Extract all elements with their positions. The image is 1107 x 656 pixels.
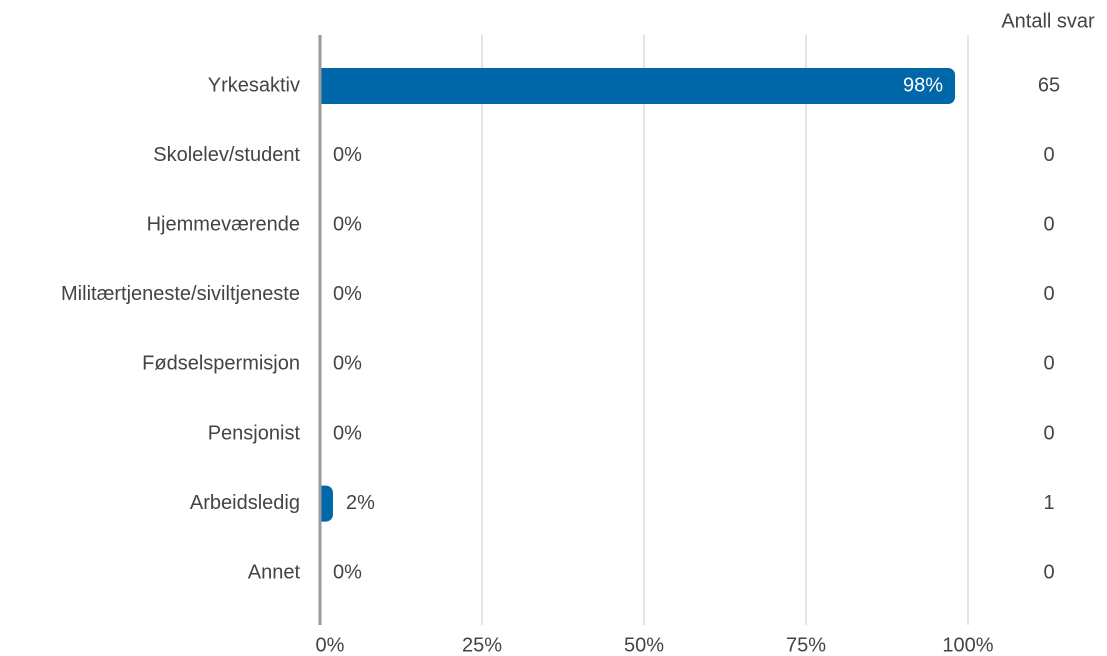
- bar: [320, 485, 333, 522]
- count-label: 0: [1043, 422, 1054, 444]
- y-tick-label: Yrkesaktiv: [208, 74, 300, 96]
- value-label: 0%: [333, 561, 362, 583]
- count-label: 0: [1043, 213, 1054, 235]
- y-tick-label: Annet: [248, 561, 301, 583]
- x-tick-label: 100%: [942, 634, 993, 656]
- count-label: 0: [1043, 144, 1054, 166]
- count-label: 0: [1043, 561, 1054, 583]
- value-label: 0%: [333, 422, 362, 444]
- count-label: 0: [1043, 283, 1054, 305]
- y-tick-label: Skolelev/student: [153, 144, 300, 166]
- x-tick-label: 0%: [316, 634, 345, 656]
- count-label: 1: [1043, 492, 1054, 514]
- value-label: 2%: [346, 492, 375, 514]
- y-tick-label: Arbeidsledig: [190, 492, 300, 514]
- y-tick-label: Militærtjeneste/siviltjeneste: [61, 283, 300, 305]
- value-label: 0%: [333, 144, 362, 166]
- x-tick-label: 75%: [786, 634, 826, 656]
- value-label: 0%: [333, 283, 362, 305]
- bar: [320, 68, 956, 104]
- value-label: 0%: [333, 353, 362, 375]
- y-tick-label: Hjemmeværende: [147, 213, 300, 235]
- value-label: 0%: [333, 213, 362, 235]
- count-label: 0: [1043, 353, 1054, 375]
- y-tick-label: Pensjonist: [208, 422, 301, 444]
- x-tick-label: 50%: [624, 634, 664, 656]
- count-label: 65: [1038, 74, 1060, 96]
- y-tick-label: Fødselspermisjon: [142, 353, 300, 375]
- x-tick-label: 25%: [462, 634, 502, 656]
- value-label: 98%: [903, 74, 943, 96]
- counts-header: Antall svar: [1001, 10, 1095, 32]
